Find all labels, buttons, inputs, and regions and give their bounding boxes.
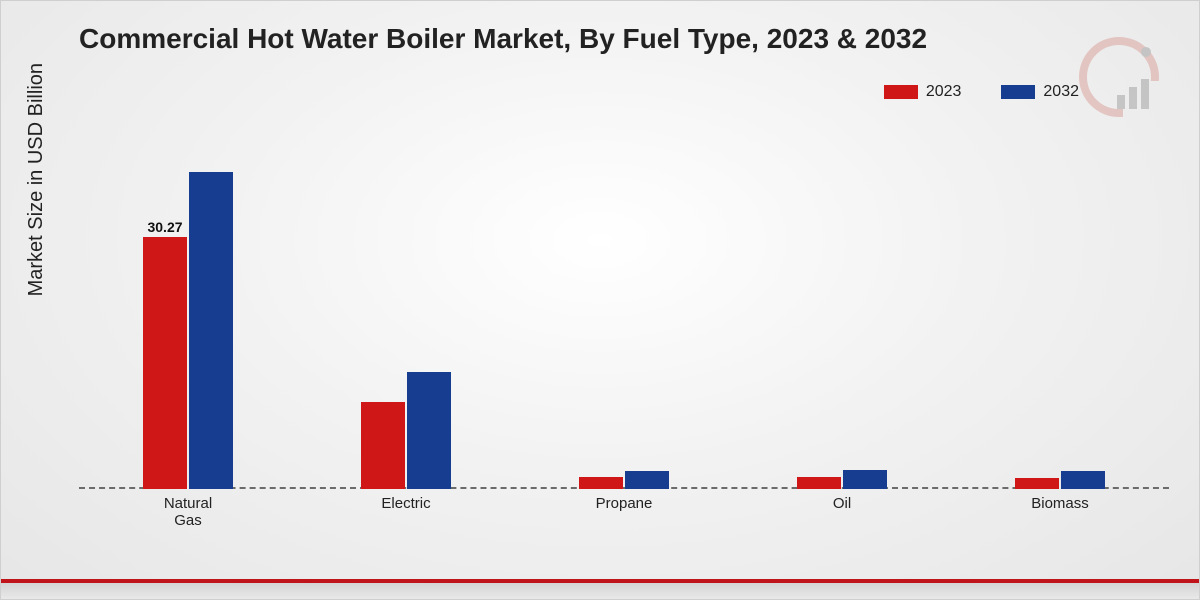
- group-oil: [733, 141, 951, 489]
- xlabel-propane: Propane: [515, 489, 733, 529]
- value-label: 30.27: [147, 219, 182, 235]
- legend-swatch-2032: [1001, 85, 1035, 99]
- legend: 2023 2032: [884, 83, 1079, 101]
- bar-oil-2032: [843, 470, 887, 489]
- bar-propane-2023: [579, 477, 623, 489]
- bar-natural-gas-2023: 30.27: [143, 237, 187, 489]
- chart-frame: Commercial Hot Water Boiler Market, By F…: [0, 0, 1200, 600]
- bar-electric-2023: [361, 402, 405, 490]
- legend-item-2032: 2032: [1001, 83, 1079, 101]
- bar-oil-2023: [797, 477, 841, 490]
- chart-title: Commercial Hot Water Boiler Market, By F…: [79, 23, 927, 55]
- watermark-logo: [1079, 37, 1159, 117]
- y-axis-label: Market Size in USD Billion: [25, 63, 48, 296]
- xlabel-natural-gas: Natural Gas: [79, 489, 297, 529]
- group-propane: [515, 141, 733, 489]
- xlabel-electric: Electric: [297, 489, 515, 529]
- group-electric: [297, 141, 515, 489]
- bar-groups: 30.27: [79, 141, 1169, 489]
- group-natural-gas: 30.27: [79, 141, 297, 489]
- x-axis-labels: Natural Gas Electric Propane Oil Biomass: [79, 489, 1169, 529]
- legend-label-2023: 2023: [926, 83, 962, 101]
- plot-area: 30.27: [79, 141, 1169, 529]
- bar-biomass-2032: [1061, 471, 1105, 489]
- xlabel-oil: Oil: [733, 489, 951, 529]
- xlabel-biomass: Biomass: [951, 489, 1169, 529]
- legend-swatch-2023: [884, 85, 918, 99]
- legend-label-2032: 2032: [1043, 83, 1079, 101]
- bar-biomass-2023: [1015, 478, 1059, 489]
- footer-accent-bar: [1, 579, 1199, 599]
- bar-electric-2032: [407, 372, 451, 489]
- legend-item-2023: 2023: [884, 83, 962, 101]
- group-biomass: [951, 141, 1169, 489]
- bar-natural-gas-2032: [189, 172, 233, 489]
- bar-propane-2032: [625, 471, 669, 489]
